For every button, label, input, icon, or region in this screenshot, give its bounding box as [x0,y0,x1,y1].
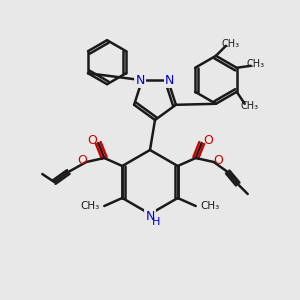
Text: O: O [213,154,223,167]
Text: CH₃: CH₃ [201,201,220,211]
Text: O: O [87,134,97,146]
Text: N: N [145,209,155,223]
Text: N: N [165,74,175,87]
Text: CH₃: CH₃ [80,201,99,211]
Text: N: N [135,74,145,87]
Text: H: H [152,217,160,227]
Text: O: O [203,134,213,146]
Text: CH₃: CH₃ [247,59,265,69]
Text: CH₃: CH₃ [222,39,240,49]
Text: CH₃: CH₃ [241,101,259,111]
Text: O: O [77,154,87,167]
